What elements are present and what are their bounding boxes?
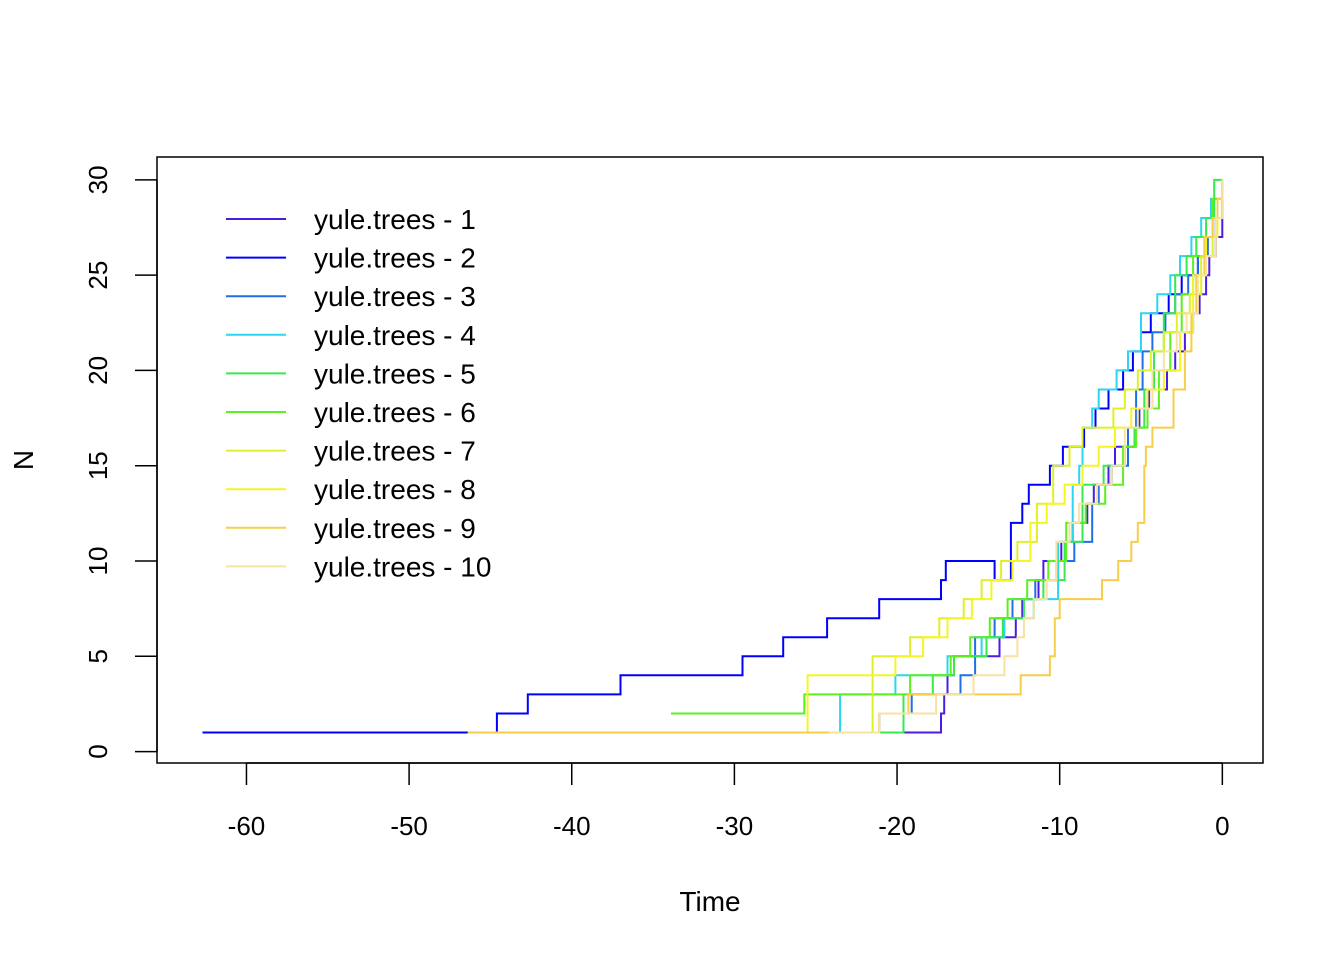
x-tick-label: -20	[878, 811, 916, 841]
legend-label-4: yule.trees - 4	[314, 320, 476, 351]
x-tick-label: 0	[1215, 811, 1229, 841]
x-tick-label: -60	[228, 811, 266, 841]
x-tick-label: -30	[716, 811, 754, 841]
legend-label-8: yule.trees - 8	[314, 474, 476, 505]
legend-label-9: yule.trees - 9	[314, 513, 476, 544]
legend-label-2: yule.trees - 2	[314, 243, 476, 274]
x-tick-label: -10	[1041, 811, 1079, 841]
x-axis: -60 -50 -40 -30 -20 -10 0	[228, 762, 1230, 841]
legend-label-3: yule.trees - 3	[314, 281, 476, 312]
x-tick-label: -50	[390, 811, 428, 841]
y-tick-label: 0	[83, 744, 113, 758]
y-axis: 0 5 10 15 20 25 30	[83, 165, 158, 759]
y-tick-label: 10	[83, 547, 113, 576]
legend-label-6: yule.trees - 6	[314, 397, 476, 428]
legend-label-10: yule.trees - 10	[314, 551, 491, 582]
y-tick-label: 30	[83, 165, 113, 194]
y-tick-label: 5	[83, 649, 113, 663]
legend-label-5: yule.trees - 5	[314, 358, 476, 389]
legend-label-1: yule.trees - 1	[314, 204, 476, 235]
y-tick-label: 25	[83, 261, 113, 290]
series-line-6	[671, 179, 1224, 715]
x-axis-title: Time	[679, 886, 740, 917]
legend-label-7: yule.trees - 7	[314, 436, 476, 467]
x-tick-label: -40	[553, 811, 591, 841]
y-tick-label: 20	[83, 356, 113, 385]
series-line-10	[828, 179, 1224, 734]
series-layer	[202, 178, 1224, 734]
legend: yule.trees - 1 yule.trees - 2 yule.trees -…	[226, 204, 491, 582]
y-tick-label: 15	[83, 451, 113, 480]
y-axis-title: N	[8, 450, 39, 470]
